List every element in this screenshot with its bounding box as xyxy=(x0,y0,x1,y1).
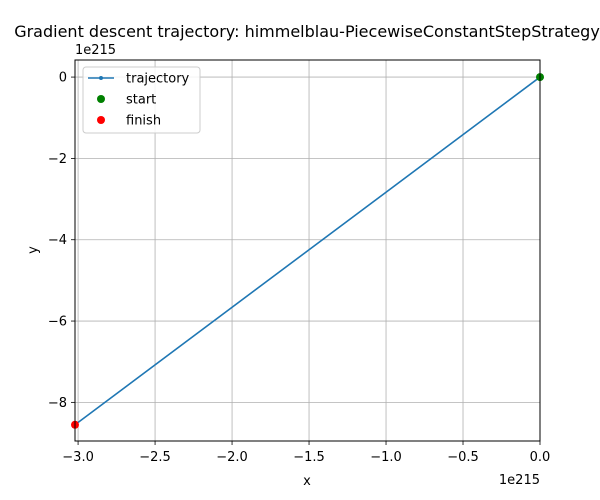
x-tick-label: −2.0 xyxy=(216,450,248,465)
legend: trajectory start finish xyxy=(82,66,201,134)
legend-marker-swatch xyxy=(97,95,105,103)
y-tick-label: 0 xyxy=(59,71,67,86)
trajectory-line xyxy=(74,76,541,426)
y-tick-label: −8 xyxy=(48,396,67,411)
x-axis-ticks: −3.0 −2.5 −2.0 −1.5 −1.0 −0.5 0.0 xyxy=(62,441,550,465)
y-axis-ticks: 0 −2 −4 −6 −8 xyxy=(48,71,75,411)
x-tick-label: 0.0 xyxy=(530,450,551,465)
x-tick-label: −2.5 xyxy=(139,450,171,465)
legend-entry-label: start xyxy=(126,93,156,108)
axes-frame xyxy=(74,59,541,442)
y-tick-label: −6 xyxy=(48,315,67,330)
y-tick-label: −4 xyxy=(48,233,67,248)
chart-title: Gradient descent trajectory: himmelblau-… xyxy=(14,22,600,41)
x-axis-label: x xyxy=(303,474,311,489)
legend-marker-swatch xyxy=(97,116,105,124)
legend-entry-label: trajectory xyxy=(126,72,190,87)
y-axis-label: y xyxy=(26,246,41,254)
legend-entry-label: finish xyxy=(126,114,161,129)
y-tick-label: −2 xyxy=(48,152,67,167)
x-tick-label: −3.0 xyxy=(62,450,94,465)
x-tick-label: −1.5 xyxy=(293,450,325,465)
legend-box xyxy=(82,66,201,134)
legend-point-swatch xyxy=(99,76,103,80)
x-axis-offset-label: 1e215 xyxy=(499,473,540,488)
x-tick-label: −1.0 xyxy=(370,450,402,465)
x-tick-label: −0.5 xyxy=(447,450,479,465)
y-axis-offset-label: 1e215 xyxy=(75,43,116,58)
